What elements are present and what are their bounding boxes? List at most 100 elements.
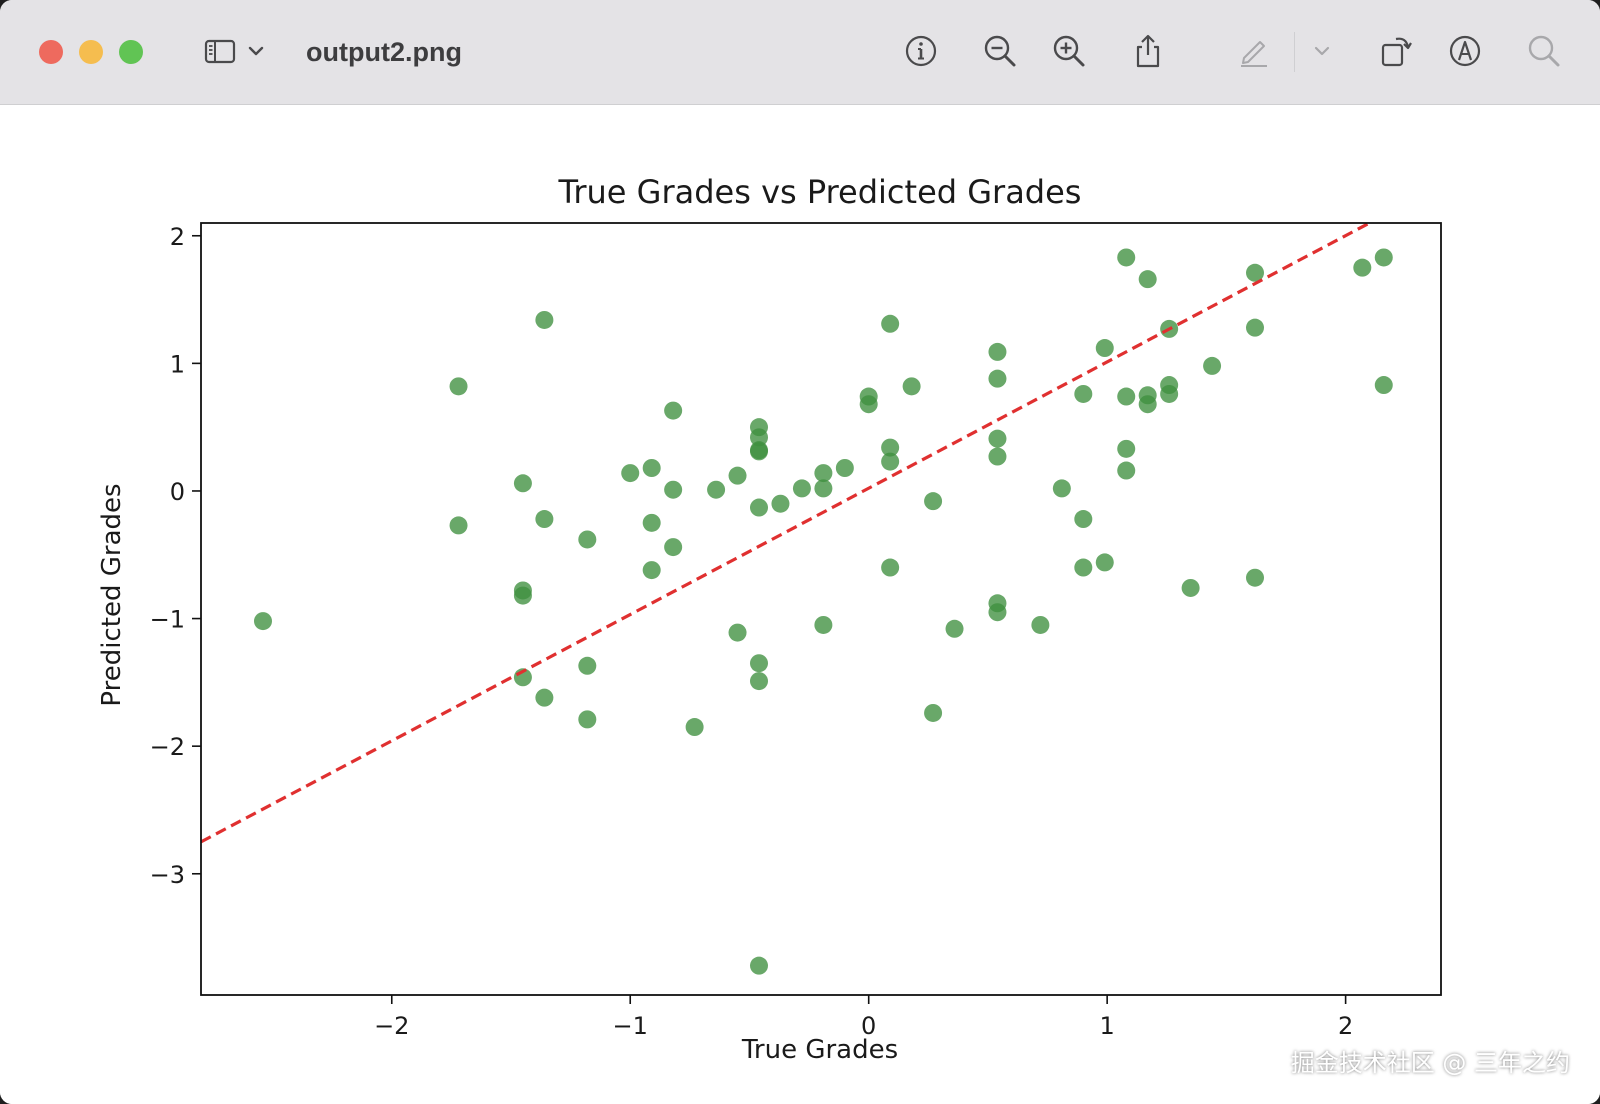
data-point bbox=[988, 429, 1007, 448]
data-point bbox=[988, 603, 1007, 622]
info-button[interactable] bbox=[898, 28, 944, 74]
data-point bbox=[1246, 263, 1264, 282]
data-point bbox=[750, 654, 768, 673]
x-tick-label: −2 bbox=[374, 1012, 409, 1040]
minimize-window-button[interactable] bbox=[79, 40, 103, 64]
data-point bbox=[707, 480, 726, 499]
zoom-in-button[interactable] bbox=[1046, 28, 1092, 74]
data-point bbox=[750, 956, 768, 975]
data-point bbox=[881, 558, 900, 577]
data-point bbox=[1138, 270, 1157, 289]
watermark: 掘金技术社区 @ 三年之约 bbox=[1290, 1049, 1570, 1077]
data-point bbox=[945, 619, 964, 638]
data-point bbox=[1052, 479, 1071, 498]
data-point bbox=[750, 428, 768, 447]
y-tick-label: −3 bbox=[150, 861, 185, 889]
data-point bbox=[664, 538, 683, 557]
data-point bbox=[881, 452, 900, 471]
data-point bbox=[1160, 384, 1179, 403]
data-point bbox=[988, 369, 1007, 388]
data-point bbox=[814, 615, 833, 634]
data-point bbox=[642, 561, 661, 580]
close-window-button[interactable] bbox=[39, 40, 63, 64]
data-point bbox=[814, 479, 833, 498]
data-point bbox=[1117, 461, 1136, 480]
fit-line bbox=[200, 221, 1371, 844]
search-icon bbox=[1528, 35, 1560, 67]
data-point bbox=[621, 464, 640, 483]
data-point bbox=[1074, 384, 1093, 403]
data-point bbox=[1074, 510, 1093, 529]
markup-pen-button[interactable] bbox=[1230, 28, 1276, 74]
search-button[interactable] bbox=[1521, 28, 1567, 74]
plot-frame bbox=[200, 222, 1442, 996]
sidebar-icon bbox=[204, 39, 236, 64]
markup-pen-icon bbox=[1241, 41, 1267, 67]
zoom-out-button[interactable] bbox=[977, 28, 1023, 74]
data-point bbox=[1374, 376, 1393, 395]
data-point bbox=[881, 438, 900, 457]
data-point bbox=[578, 710, 597, 729]
data-point bbox=[1181, 578, 1200, 597]
y-tick-label: 1 bbox=[170, 350, 185, 378]
data-point bbox=[988, 447, 1007, 466]
data-point bbox=[814, 464, 833, 483]
rotate-button[interactable] bbox=[1373, 28, 1419, 74]
markup-options-dropdown[interactable] bbox=[1307, 28, 1337, 74]
y-tick-label: −2 bbox=[150, 733, 185, 761]
chevron-down-icon bbox=[248, 46, 264, 56]
data-point bbox=[513, 586, 532, 605]
data-point bbox=[1117, 387, 1136, 406]
chevron-down-icon bbox=[1314, 46, 1330, 56]
data-point bbox=[750, 672, 768, 691]
data-point bbox=[664, 480, 683, 499]
data-point bbox=[513, 474, 532, 493]
data-point bbox=[859, 395, 878, 414]
markup-button[interactable] bbox=[1442, 28, 1488, 74]
data-point bbox=[535, 510, 554, 529]
data-point bbox=[792, 479, 811, 498]
data-point bbox=[1246, 568, 1264, 587]
x-axis-label: True Grades bbox=[741, 1035, 898, 1065]
data-point bbox=[578, 656, 597, 675]
x-tick-label: 1 bbox=[1100, 1012, 1115, 1040]
x-tick-label: 2 bbox=[1338, 1012, 1353, 1040]
x-tick-label: −1 bbox=[613, 1012, 648, 1040]
view-options-dropdown[interactable] bbox=[243, 28, 269, 74]
data-point bbox=[988, 342, 1007, 361]
info-icon bbox=[905, 35, 937, 67]
data-point bbox=[771, 494, 790, 513]
x-tick-label: 0 bbox=[861, 1012, 876, 1040]
data-point bbox=[1095, 553, 1114, 572]
maximize-window-button[interactable] bbox=[119, 40, 143, 64]
data-point bbox=[750, 442, 768, 461]
data-point bbox=[449, 516, 468, 535]
data-point bbox=[835, 458, 854, 477]
toolbar-separator bbox=[1294, 32, 1295, 72]
window-title: output2.png bbox=[306, 37, 462, 67]
zoom-out-icon bbox=[984, 35, 1016, 67]
data-point bbox=[750, 498, 768, 517]
data-point bbox=[1353, 258, 1372, 277]
sidebar-toggle-button[interactable] bbox=[197, 28, 243, 74]
share-button[interactable] bbox=[1125, 28, 1171, 74]
y-tick-label: 0 bbox=[170, 478, 185, 506]
y-axis-label: Predicted Grades bbox=[97, 483, 127, 706]
title-bar: output2.png bbox=[0, 0, 1600, 105]
data-point bbox=[535, 310, 554, 329]
data-point bbox=[664, 401, 683, 420]
data-point bbox=[578, 530, 597, 549]
data-point bbox=[881, 314, 900, 333]
data-point bbox=[642, 513, 661, 532]
data-point bbox=[1138, 395, 1157, 414]
share-icon bbox=[1136, 34, 1160, 68]
data-point bbox=[1117, 439, 1136, 458]
data-point bbox=[1095, 339, 1114, 358]
data-point bbox=[728, 623, 747, 642]
data-point bbox=[1031, 615, 1050, 634]
image-canvas: True Grades vs Predicted Grades True Gra… bbox=[0, 105, 1600, 1104]
data-point bbox=[1074, 558, 1093, 577]
data-point bbox=[924, 703, 943, 722]
zoom-in-icon bbox=[1053, 35, 1085, 67]
